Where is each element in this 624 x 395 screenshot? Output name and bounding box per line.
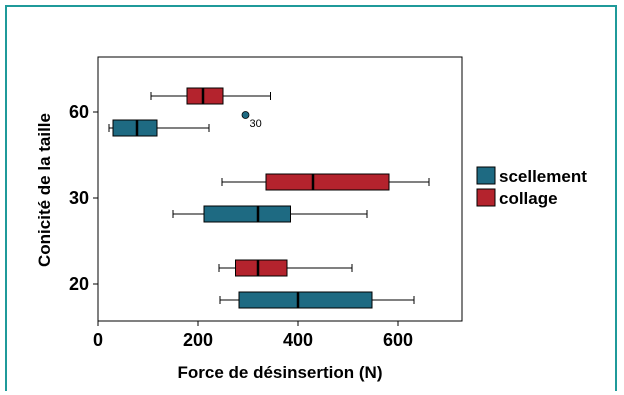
legend-swatch-collage <box>476 188 496 207</box>
y-tick-label: 60 <box>69 102 89 122</box>
y-tick-label: 30 <box>69 188 89 208</box>
box-scellement-30 <box>172 205 368 223</box>
y-tick-label: 20 <box>69 274 89 294</box>
box-collage-30 <box>221 173 430 191</box>
figure-frame <box>5 5 617 391</box>
legend: scellement collage <box>476 166 587 208</box>
x-axis-title: Force de désinsertion (N) <box>178 363 383 382</box>
box-rect <box>265 173 390 191</box>
outlier-point <box>241 111 250 119</box>
x-tick-label: 600 <box>383 330 413 350</box>
box-collage-20 <box>218 259 353 277</box>
legend-label-scellement: scellement <box>499 167 587 186</box>
legend-swatch-scellement <box>476 166 496 185</box>
box-rect <box>235 259 288 277</box>
box-collage-60 <box>150 87 271 105</box>
box-scellement-60: 30 <box>108 111 262 137</box>
box-rect <box>238 291 373 309</box>
x-tick-label: 200 <box>183 330 213 350</box>
x-tick-label: 0 <box>93 330 103 350</box>
legend-label-collage: collage <box>499 189 558 208</box>
box-scellement-20 <box>219 291 415 309</box>
box-rect <box>203 205 291 223</box>
y-axis-title: Conicité de la taille <box>35 113 54 267</box>
box-rect <box>186 87 224 105</box>
box-rect <box>112 119 158 137</box>
x-tick-label: 400 <box>283 330 313 350</box>
outlier-label: 30 <box>250 118 262 130</box>
